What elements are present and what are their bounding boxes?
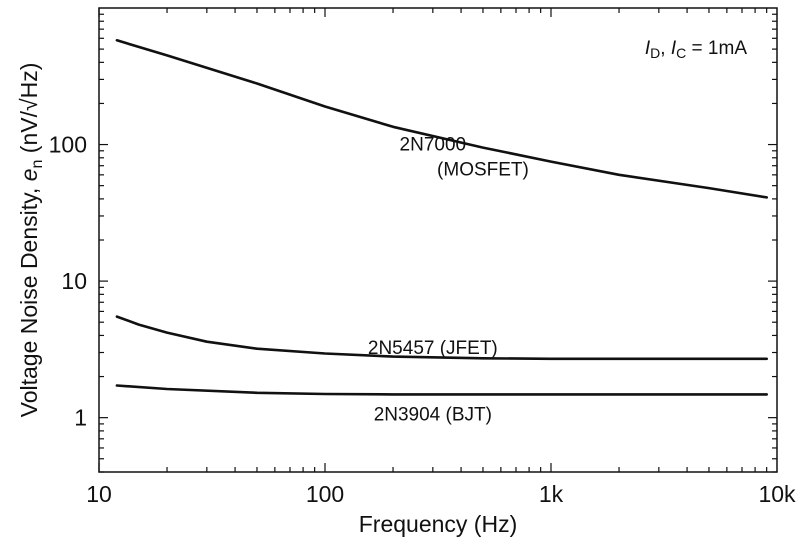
condition-annotation: ID, IC = 1mA — [645, 38, 747, 61]
y-axis-title-symbol: e — [16, 168, 42, 181]
condition-var2: I — [671, 38, 677, 59]
condition-sub2: C — [676, 45, 686, 61]
series-labels: 2N7000 (MOSFET) 2N5457 (JFET) 2N3904 (BJT) — [368, 135, 529, 426]
series-line — [115, 38, 769, 199]
series-label-mosfet-line1: 2N7000 — [400, 135, 467, 156]
axis-ticks — [98, 8, 777, 473]
y-axis-title-subscript: n — [29, 160, 46, 169]
plot-frame — [98, 7, 778, 473]
y-axis-title-unit: (nV/√Hz) — [16, 63, 42, 154]
y-tick-label: 100 — [49, 132, 87, 158]
x-tick-label: 10k — [758, 481, 796, 507]
series-label-mosfet: 2N7000 (MOSFET) — [400, 135, 529, 181]
series-layer — [115, 38, 769, 396]
condition-sep: , — [660, 38, 671, 59]
series-label-bjt: 2N3904 (BJT) — [374, 405, 492, 426]
tick-labels: 10 100 1k 10k 1 10 100 — [49, 132, 796, 507]
y-tick-label: 10 — [61, 268, 87, 294]
x-axis-title: Frequency (Hz) — [359, 511, 517, 537]
series-line — [115, 384, 769, 396]
series-label-jfet: 2N5457 (JFET) — [368, 338, 498, 359]
condition-rest: = 1mA — [686, 38, 747, 59]
y-axis-title: Voltage Noise Density, en (nV/√Hz) — [16, 63, 46, 418]
x-tick-label: 1k — [539, 481, 564, 507]
condition-var1: I — [645, 38, 651, 59]
condition-sub1: D — [650, 45, 660, 61]
x-tick-label: 10 — [86, 481, 112, 507]
y-tick-label: 1 — [74, 405, 87, 431]
y-axis-title-prefix: Voltage Noise Density, — [16, 181, 42, 417]
series-label-mosfet-line2: (MOSFET) — [437, 160, 529, 181]
series-line — [115, 315, 769, 361]
x-tick-label: 100 — [306, 481, 344, 507]
